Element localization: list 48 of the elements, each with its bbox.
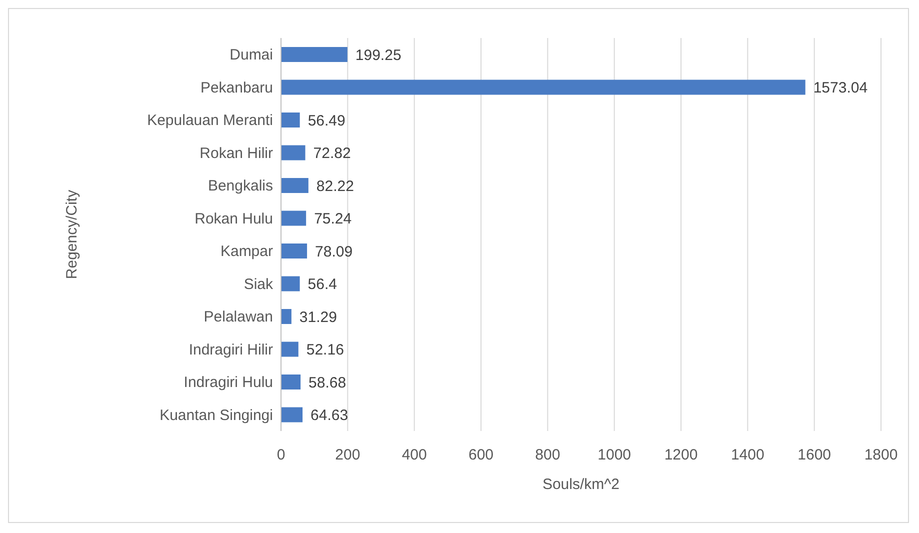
- y-tick-label: Bengkalis: [208, 178, 273, 195]
- data-label: 64.63: [310, 407, 348, 424]
- bar: [281, 309, 292, 324]
- x-tick-label: 1400: [730, 446, 764, 464]
- x-tick-label: 0: [276, 446, 286, 464]
- y-tick-label: Dumai: [230, 46, 273, 64]
- y-tick-label: Rokan Hilir: [200, 144, 273, 162]
- bar: [281, 276, 300, 292]
- y-tick-label: Pekanbaru: [200, 79, 273, 96]
- bar: [281, 112, 300, 128]
- bar: [281, 210, 306, 226]
- x-tick-label: 1600: [798, 446, 832, 464]
- bar: [281, 80, 806, 95]
- y-tick-label: Siak: [244, 276, 274, 293]
- data-label: 56.4: [308, 276, 338, 294]
- y-tick-label: Kuantan Singingi: [160, 406, 273, 424]
- bar: [281, 47, 348, 62]
- y-tick-label: Pelalawan: [204, 308, 273, 326]
- data-label: 56.49: [308, 112, 346, 130]
- y-tick-label: Indragiri Hilir: [188, 341, 273, 358]
- data-label: 1573.04: [813, 80, 868, 97]
- data-label: 75.24: [314, 210, 352, 228]
- x-tick-label: 800: [535, 446, 560, 464]
- data-label: 199.25: [355, 46, 402, 64]
- data-label: 52.16: [306, 342, 344, 359]
- y-tick-label: Rokan Hulu: [194, 210, 273, 228]
- x-tick-label: 1800: [864, 446, 898, 464]
- x-tick-label: 1200: [664, 446, 698, 464]
- bar: [281, 374, 301, 390]
- bar: [281, 407, 303, 422]
- y-tick-label: Kampar: [220, 243, 273, 260]
- data-label: 82.22: [316, 178, 354, 195]
- y-tick-label: Kepulauan Meranti: [147, 112, 273, 130]
- data-label: 78.09: [315, 243, 353, 260]
- x-tick-label: 600: [468, 446, 494, 464]
- data-label: 58.68: [308, 374, 346, 392]
- bar: [281, 244, 308, 258]
- x-axis-title: Souls/km^2: [542, 476, 620, 493]
- bar: [281, 145, 306, 160]
- x-tick-label: 400: [402, 446, 427, 464]
- x-tick-label: 200: [335, 446, 360, 464]
- y-axis-title: Regency/City: [63, 189, 80, 280]
- bar: [281, 342, 298, 357]
- data-label: 31.29: [299, 308, 337, 326]
- data-label: 72.82: [313, 145, 351, 162]
- bar: [281, 178, 308, 193]
- y-tick-label: Indragiri Hulu: [184, 374, 273, 392]
- x-tick-label: 1000: [598, 446, 632, 464]
